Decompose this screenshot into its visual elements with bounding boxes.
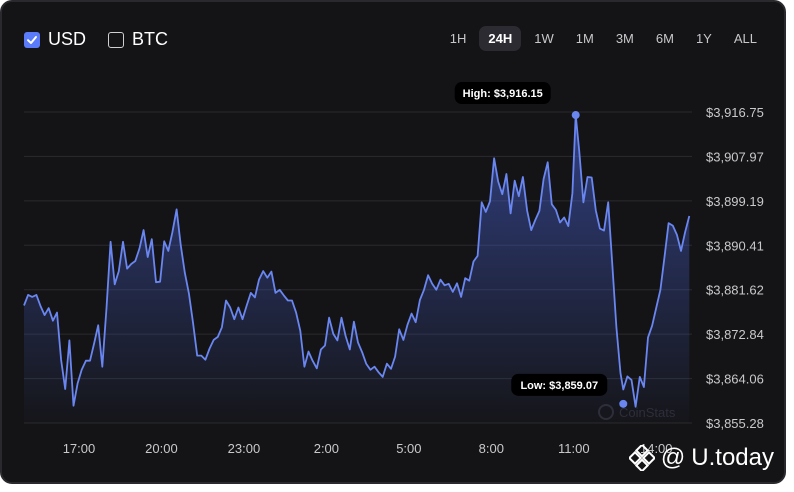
y-tick-label: $3,899.19 <box>706 194 764 209</box>
x-tick-label: 23:00 <box>228 441 261 456</box>
low-label-box <box>511 373 608 396</box>
price-line <box>23 114 691 408</box>
brand-logo: @ U.today <box>628 444 774 472</box>
chart-widget: USD BTC 1H 24H 1W 1M 3M 6M 1Y ALL $3,855.28 $3,8… <box>0 0 786 484</box>
tab-all[interactable]: ALL <box>733 31 757 46</box>
y-tick-label: $3,916.75 <box>706 105 764 120</box>
high-point <box>571 111 580 120</box>
brand-at: @ <box>660 444 686 471</box>
x-tick-label: 8:00 <box>479 441 504 456</box>
price-chart: $3,855.28 $3,864.06 $3,872.84 $3,881.62 $3,8… <box>23 82 764 456</box>
x-tick-label: 2:00 <box>314 441 339 456</box>
low-point <box>619 399 628 408</box>
y-tick-label: $3,872.84 <box>706 327 764 342</box>
y-tick-label: $3,864.06 <box>706 372 764 387</box>
x-tick-label: 11:00 <box>558 441 590 456</box>
high-label-box <box>454 82 551 105</box>
high-label: High: $3,916.15 <box>463 88 543 100</box>
y-tick-label: $3,890.41 <box>706 238 764 253</box>
y-tick-label: $3,881.62 <box>706 283 764 298</box>
tab-1y[interactable]: 1Y <box>695 31 712 46</box>
x-tick-label: 5:00 <box>396 441 421 456</box>
tab-1h[interactable]: 1H <box>449 31 467 46</box>
brand-name: U.today <box>691 444 774 471</box>
tab-3m[interactable]: 3M <box>615 31 634 46</box>
price-area <box>24 115 690 423</box>
timeframe-tabs: 1H 24H 1W 1M 3M 6M 1Y ALL <box>441 26 766 51</box>
tab-6m[interactable]: 6M <box>655 31 674 46</box>
y-tick-label: $3,855.28 <box>706 416 764 431</box>
binance-logo-icon <box>628 445 655 471</box>
btc-checkbox[interactable] <box>108 31 124 48</box>
tab-24h[interactable]: 24H <box>479 26 522 51</box>
usd-checkbox[interactable] <box>24 31 40 48</box>
y-tick-label: $3,907.97 <box>706 149 764 164</box>
x-tick-label: 17:00 <box>63 441 96 456</box>
usd-toggle[interactable]: USD <box>24 29 86 50</box>
btc-label: BTC <box>132 29 168 49</box>
btc-toggle[interactable]: BTC <box>108 29 168 50</box>
check-icon <box>27 35 37 44</box>
tab-1w[interactable]: 1W <box>534 31 554 46</box>
tab-1m[interactable]: 1M <box>575 31 594 46</box>
low-label: Low: $3,859.07 <box>520 380 598 392</box>
x-tick-label: 20:00 <box>145 441 178 456</box>
usd-label: USD <box>48 29 87 49</box>
